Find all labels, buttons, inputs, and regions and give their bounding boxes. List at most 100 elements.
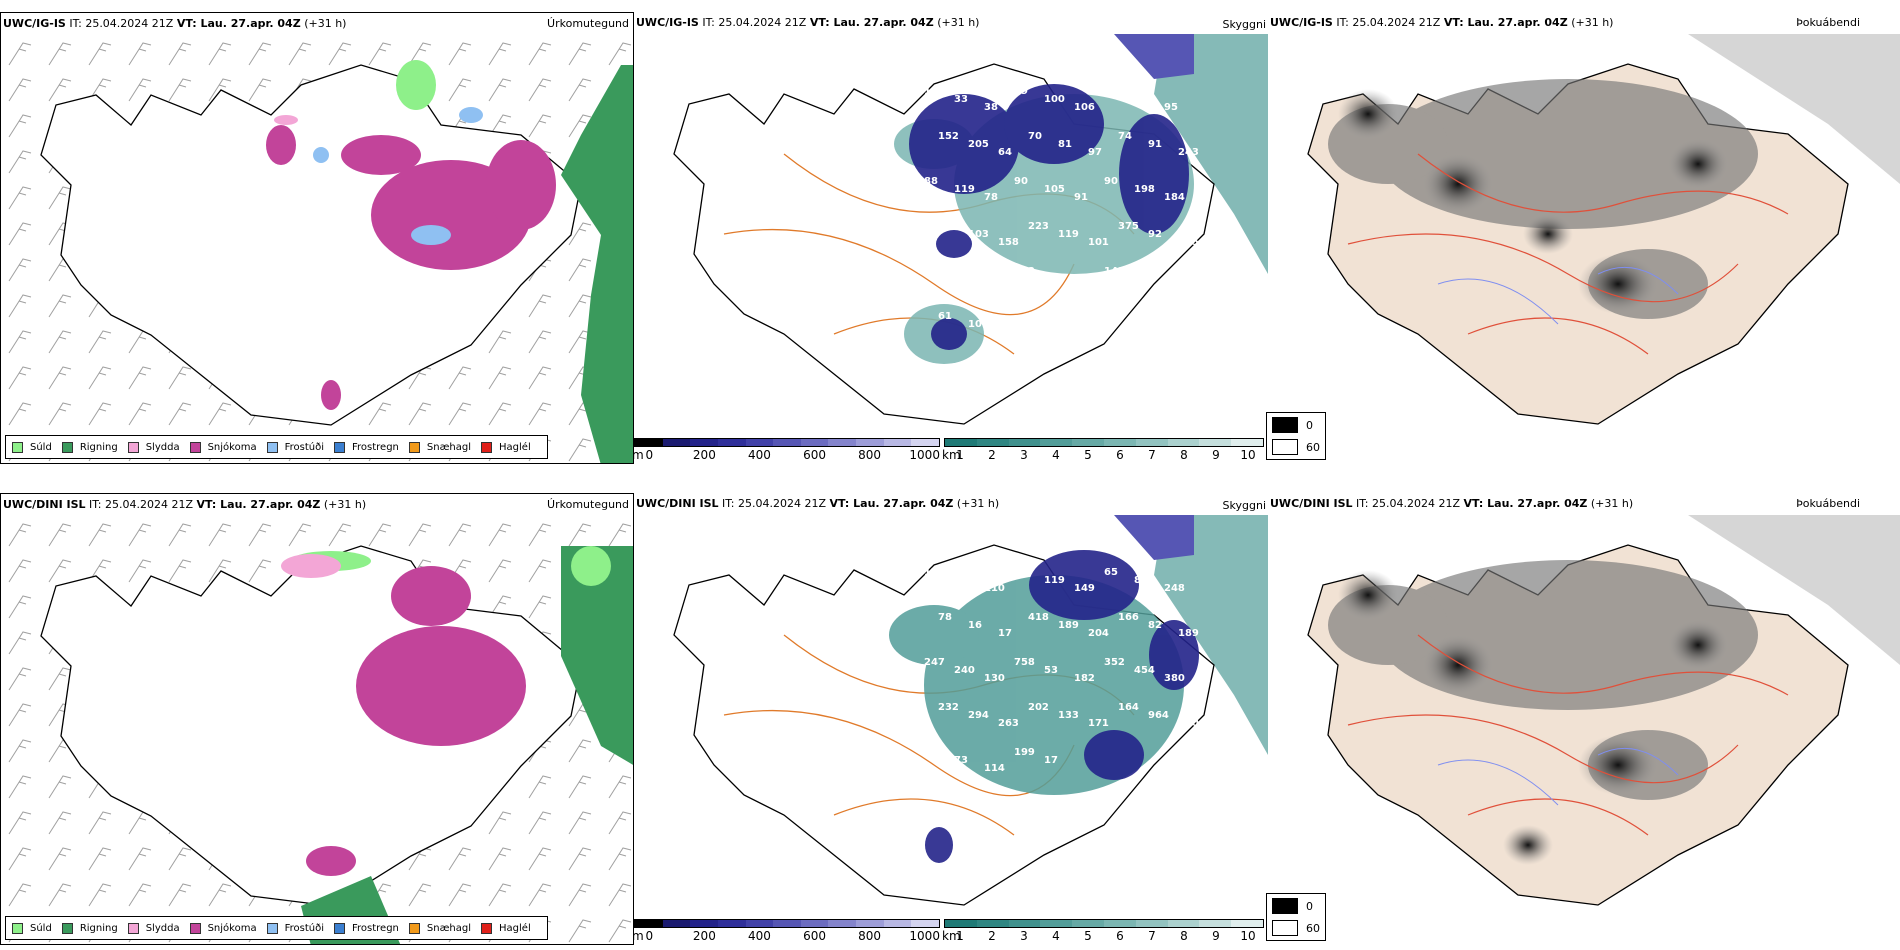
legend-swatch xyxy=(12,441,23,453)
colorbar-segment xyxy=(745,439,774,446)
colorbar-segment xyxy=(745,920,774,927)
colorbar-segment xyxy=(911,439,940,446)
cloud-base-label: 65 xyxy=(1104,567,1118,578)
cloud-panel-top: UWC/IG-IS IT: 25.04.2024 21Z VT: Lau. 27… xyxy=(634,12,1268,464)
legend-swatch xyxy=(334,441,345,453)
colorbar-segment xyxy=(856,439,884,446)
colorbar-segment xyxy=(1072,920,1104,927)
colorbar-tick: 1000 xyxy=(909,929,940,943)
colorbar-tick: 0 xyxy=(645,448,654,462)
precip-legend-top: Súld Rigning Slydda Snjókoma Frostúði Fr… xyxy=(5,435,548,459)
cloud-base-label: 964 xyxy=(1148,710,1169,721)
cloud-base-label: 263 xyxy=(998,718,1019,729)
colorbar-tick: 5 xyxy=(1084,929,1092,943)
precip-panel-bottom: UWC/DINI ISL IT: 25.04.2024 21Z VT: Lau.… xyxy=(0,493,634,945)
cloud-base-label: 33 xyxy=(954,94,968,105)
cloud-base-label: 380 xyxy=(1164,673,1185,684)
colorbar-tick: 10 xyxy=(1240,448,1256,462)
cloud-base-label: 294 xyxy=(968,710,989,721)
legend-item: Haglél xyxy=(481,441,531,453)
cloud-base-label: 74 xyxy=(1118,131,1132,142)
cloud-base-label: 91 xyxy=(1074,192,1088,203)
cloud-base-label: 758 xyxy=(1014,657,1035,668)
cloud-base-label: 109 xyxy=(968,319,989,330)
cloud-base-label: 418 xyxy=(1028,612,1049,623)
colorbar-segment xyxy=(1199,439,1232,446)
cloud-base-label: 180 xyxy=(1074,282,1095,293)
cloud-base-label: 375 xyxy=(1118,221,1139,232)
fog-panel-top: UWC/IG-IS IT: 25.04.2024 21Z VT: Lau. 27… xyxy=(1268,12,1900,464)
colorbar-tick: 200 xyxy=(692,929,716,943)
cloud-base-label: 114 xyxy=(984,763,1005,774)
legend-item: Rigning xyxy=(61,922,118,934)
legend-item: Frostregn xyxy=(334,922,399,934)
cloud-base-label: 73 xyxy=(954,755,968,766)
legend-item: Snæhagl xyxy=(408,922,471,934)
cloud-base-label: 119 xyxy=(954,184,975,195)
cloud-base-label: 45 xyxy=(1134,274,1148,285)
colorbar-segment xyxy=(856,920,884,927)
cloud-base-label: 352 xyxy=(1104,657,1125,668)
colorbar-tick: 800 xyxy=(858,929,882,943)
cloud-base-label: 133 xyxy=(1058,710,1079,721)
cloud-base-label: 16 xyxy=(968,620,982,631)
colorbar-segment xyxy=(773,920,801,927)
panel-name: Úrkomutegund xyxy=(547,17,629,30)
cloud-base-label: 100 xyxy=(1044,94,1065,105)
cloud-base-label: 175 xyxy=(1178,237,1199,248)
fog-legend-bottom: 0 60 xyxy=(1266,893,1326,941)
fog-panel-bottom: UWC/DINI ISL IT: 25.04.2024 21Z VT: Lau.… xyxy=(1268,493,1900,945)
precip-map-bottom xyxy=(1,516,633,944)
colorbar-tick: 600 xyxy=(803,929,826,943)
cloud-panel-bottom: UWC/DINI ISL IT: 25.04.2024 21Z VT: Lau.… xyxy=(634,493,1268,945)
colorbar-segment xyxy=(800,439,829,446)
legend-swatch xyxy=(481,922,493,934)
cloud-base-label: 13 xyxy=(924,266,938,277)
cloud-base-label: 105 xyxy=(1044,184,1065,195)
cloud-base-label: 162 xyxy=(954,575,975,586)
cloud-base-label: 132 xyxy=(1014,266,1035,277)
colorbar-segment xyxy=(1167,920,1200,927)
cloud-base-label: 143 xyxy=(1104,266,1125,277)
colorbar-segment xyxy=(635,920,663,927)
fog-legend-item: 0 xyxy=(1267,896,1325,916)
legend-swatch xyxy=(61,441,73,453)
colorbar-segment xyxy=(1135,920,1168,927)
precip-legend-bottom: Súld Rigning Slydda Snjókoma Frostúði Fr… xyxy=(5,916,548,940)
colorbar-tick: 6 xyxy=(1116,448,1124,462)
cloud-base-label: 204 xyxy=(1088,628,1109,639)
cloud-base-label: 38 xyxy=(984,102,998,113)
colorbar-tick: 1000 xyxy=(909,448,940,462)
legend-item: Frostúði xyxy=(266,922,324,934)
colorbar-tick: 3 xyxy=(1020,448,1028,462)
colorbar-tick: 600 xyxy=(803,448,826,462)
colorbar-tick: 7 xyxy=(1148,448,1156,462)
cloud-base-label: 130 xyxy=(984,673,1005,684)
colorbar-segment xyxy=(1072,439,1104,446)
legend-swatch xyxy=(127,922,139,934)
cloud-map-bottom: 171 162 110 90 119 149 65 87 248 78 16 17 418 189 204 1… xyxy=(673,515,1268,906)
cloud-base-label: 17 xyxy=(998,628,1012,639)
panel-title: UWC/IG-IS IT: 25.04.2024 21Z VT: Lau. 27… xyxy=(3,17,347,30)
cloudbase-ticks: m 0 200 400 600 800 1000 xyxy=(634,448,940,462)
cloud-base-label: 164 xyxy=(1118,702,1139,713)
panel-title: UWC/DINI ISL IT: 25.04.2024 21Z VT: Lau.… xyxy=(1270,497,1634,510)
colorbar-tick: 8 xyxy=(1180,448,1188,462)
cloud-base-label: 61 xyxy=(938,311,952,322)
cloud-base-label: 158 xyxy=(998,237,1019,248)
colorbar-tick: 5 xyxy=(1084,448,1092,462)
colorbar-segment xyxy=(635,439,663,446)
cloud-base-label: 121 xyxy=(1104,86,1125,97)
cloud-base-label: 171 xyxy=(1088,718,1109,729)
visibility-ticks: km 1 2 3 4 5 6 7 8 9 10 xyxy=(942,448,1256,462)
cloud-base-label: 72 xyxy=(998,327,1012,338)
legend-item: Haglél xyxy=(481,922,531,934)
cloud-base-label: 205 xyxy=(968,139,989,150)
visibility-strip xyxy=(944,438,1264,447)
cloud-base-label: 77 xyxy=(1164,282,1178,293)
fog-map-bottom xyxy=(1307,515,1900,906)
fog-legend-item: 0 xyxy=(1267,415,1325,435)
legend-item: Rigning xyxy=(61,441,118,453)
legend-swatch xyxy=(12,922,23,934)
visibility-colorbar-top: km 1 2 3 4 5 6 7 8 9 10 xyxy=(942,438,1264,464)
